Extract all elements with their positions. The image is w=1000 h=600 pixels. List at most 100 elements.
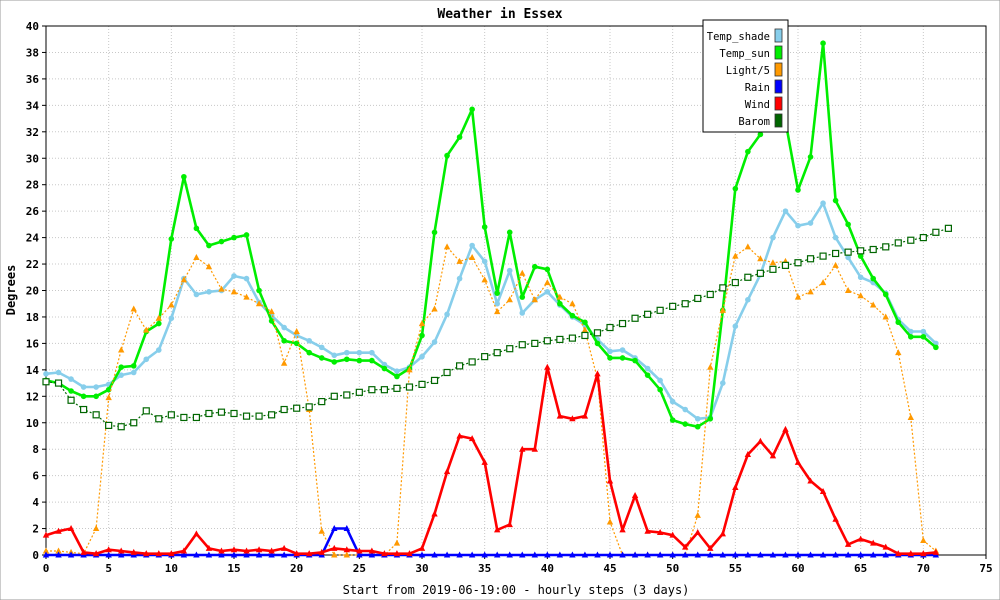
point-rain	[243, 551, 250, 558]
point-barom	[393, 384, 401, 392]
y-tick-label: 28	[26, 179, 39, 192]
point-rain	[644, 551, 651, 558]
point-rain	[180, 551, 188, 558]
point-rain	[230, 551, 238, 558]
point-barom	[731, 278, 739, 287]
point-light-5	[556, 293, 564, 300]
point-temp-sun	[256, 287, 262, 294]
point-rain	[67, 551, 75, 558]
point-rain	[631, 551, 639, 558]
point-temp-sun	[557, 300, 563, 307]
point-barom	[42, 378, 50, 386]
point-wind	[406, 550, 413, 557]
point-temp-sun	[506, 229, 513, 236]
point-rain	[193, 551, 200, 558]
point-light-5	[92, 525, 100, 532]
point-wind	[707, 544, 714, 551]
point-wind	[506, 521, 513, 528]
point-light-5	[494, 308, 501, 315]
point-temp-sun	[494, 290, 501, 296]
series-line-temp-shade	[45, 201, 937, 421]
point-barom	[105, 421, 113, 429]
point-temp-sun	[469, 106, 475, 113]
point-temp-sun	[857, 253, 864, 259]
point-wind	[105, 546, 112, 553]
point-rain	[882, 551, 889, 558]
point-barom	[894, 239, 902, 247]
point-rain	[255, 551, 263, 558]
point-temp-sun	[732, 185, 739, 192]
point-temp-sun	[594, 340, 601, 347]
point-light-5	[581, 326, 589, 333]
point-light-5	[105, 394, 112, 401]
point-light-5	[118, 346, 125, 353]
point-light-5	[481, 276, 488, 283]
point-light-5	[443, 243, 451, 250]
y-tick-label: 36	[26, 73, 40, 86]
point-light-5	[55, 547, 62, 554]
point-temp-sun	[206, 242, 212, 249]
point-temp-sun	[682, 421, 688, 427]
point-light-5	[343, 551, 350, 558]
point-wind	[870, 539, 877, 546]
point-wind	[468, 435, 476, 442]
point-temp-shade	[156, 347, 162, 353]
y-tick-label: 0	[32, 549, 39, 562]
legend-label-temp-shade: Temp_shade	[707, 31, 770, 43]
point-temp-shade	[243, 275, 250, 282]
point-temp-sun	[331, 359, 338, 365]
point-wind	[895, 550, 902, 557]
point-light-5	[907, 413, 914, 420]
point-temp-sun	[582, 319, 588, 326]
point-temp-sun	[130, 363, 137, 369]
point-barom	[142, 407, 150, 415]
point-wind	[631, 491, 639, 498]
point-rain	[544, 551, 551, 558]
point-temp-shade	[381, 361, 388, 368]
point-wind	[418, 544, 426, 551]
x-tick-label: 40	[541, 562, 554, 575]
point-barom	[669, 302, 677, 310]
y-tick-label: 30	[26, 152, 39, 165]
point-rain	[456, 551, 463, 558]
point-rain	[494, 551, 501, 558]
point-temp-shade	[55, 369, 62, 376]
point-wind	[431, 510, 438, 517]
point-rain	[744, 551, 752, 558]
point-light-5	[807, 288, 814, 295]
x-tick-label: 35	[478, 562, 491, 575]
point-wind	[757, 437, 764, 444]
legend-swatch-light-5	[774, 62, 783, 77]
point-rain	[468, 551, 476, 558]
point-wind	[318, 548, 325, 555]
point-temp-shade	[720, 380, 726, 386]
point-barom	[318, 397, 326, 406]
point-light-5	[393, 539, 401, 546]
point-wind	[368, 547, 376, 554]
y-tick-label: 10	[26, 417, 39, 430]
point-light-5	[255, 300, 263, 307]
point-temp-sun	[306, 349, 313, 356]
series-line-wind	[45, 365, 937, 556]
point-barom	[330, 392, 338, 400]
point-rain	[531, 551, 538, 558]
point-light-5	[243, 293, 250, 300]
point-wind	[456, 432, 463, 439]
point-barom	[468, 358, 476, 366]
y-tick-label: 38	[26, 46, 39, 59]
point-temp-shade	[494, 300, 501, 307]
point-rain	[757, 551, 764, 558]
point-light-5	[757, 255, 764, 262]
point-light-5	[732, 252, 739, 259]
point-barom	[205, 409, 213, 418]
y-tick-label: 12	[26, 390, 39, 403]
point-temp-shade	[607, 348, 613, 355]
point-barom	[606, 323, 614, 332]
x-tick-label: 65	[854, 562, 867, 575]
point-wind	[832, 515, 839, 522]
point-rain	[844, 551, 852, 558]
point-temp-sun	[481, 224, 488, 230]
point-light-5	[769, 259, 777, 266]
